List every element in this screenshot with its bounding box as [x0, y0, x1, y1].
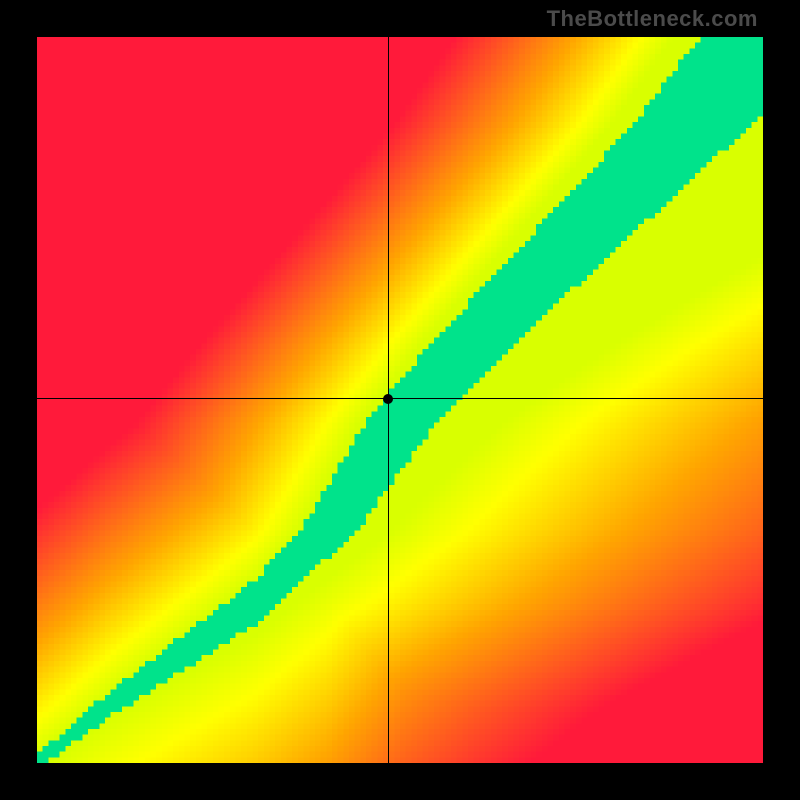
crosshair-marker — [383, 394, 393, 404]
heatmap-plot — [37, 37, 763, 763]
crosshair-horizontal — [37, 398, 763, 399]
chart-frame: TheBottleneck.com — [0, 0, 800, 800]
heatmap-canvas — [37, 37, 763, 763]
watermark-text: TheBottleneck.com — [547, 6, 758, 32]
